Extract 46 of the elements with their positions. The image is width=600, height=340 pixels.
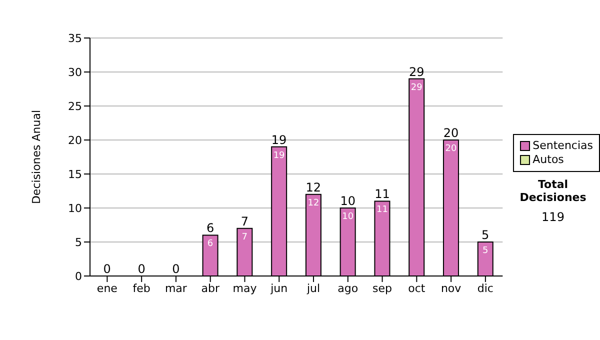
x-tick-label: abr [201, 282, 220, 295]
x-tick-label: dic [477, 282, 494, 295]
data-label: 10 [342, 212, 354, 222]
data-label: 11 [376, 205, 388, 216]
x-tick-label: nov [440, 282, 462, 295]
x-tick-label: mar [164, 282, 188, 295]
text: 119 [540, 210, 566, 224]
y-tick-label: 25 [68, 100, 82, 113]
data-label: 12 [308, 198, 320, 208]
total-label: 7 [240, 214, 248, 228]
y-tick-label: 20 [68, 134, 82, 147]
data-label: 20 [445, 144, 457, 154]
x-tick-label: jul [306, 282, 320, 295]
y-tick-label: 15 [68, 168, 82, 181]
total-label: 29 [408, 64, 424, 79]
total-label: 19 [271, 132, 287, 147]
data-label: 29 [410, 82, 423, 93]
x-tick-label: oct [408, 282, 426, 295]
x-tick-label: feb [132, 282, 150, 295]
y-tick-label: 5 [75, 236, 82, 249]
x-tick-label: jun [270, 282, 288, 295]
total-label: 6 [206, 221, 214, 236]
legend-label: Sentencias [532, 139, 593, 153]
x-tick-label: sep [372, 282, 392, 295]
total-label: 10 [340, 194, 356, 208]
y-tick-label: 30 [68, 66, 82, 79]
data-label: 19 [273, 150, 286, 161]
total-label: 0 [103, 262, 111, 276]
total-label: 12 [306, 180, 322, 194]
text: Total Decisiones [518, 178, 588, 204]
total-label: 20 [443, 126, 459, 140]
data-label: 6 [207, 239, 214, 250]
total-label: 0 [172, 262, 180, 276]
data-label: 7 [242, 232, 248, 242]
data-label: 5 [482, 246, 488, 256]
total-label: 5 [482, 228, 490, 242]
x-tick-label: may [232, 282, 258, 295]
y-tick-label: 0 [75, 270, 82, 283]
legend-label: Autos [532, 153, 564, 167]
y-axis-title: Decisiones Anual [30, 110, 43, 204]
total-label: 0 [138, 262, 146, 276]
y-tick-label: 10 [68, 202, 82, 215]
total-label: 11 [374, 187, 390, 202]
y-tick-label: 35 [68, 32, 82, 45]
x-tick-label: ene [96, 282, 118, 295]
x-tick-label: ago [338, 282, 358, 295]
